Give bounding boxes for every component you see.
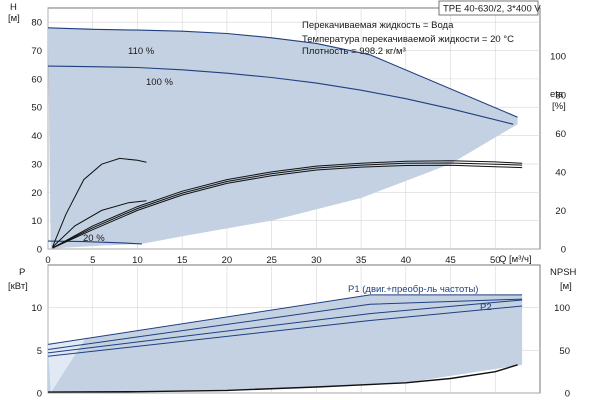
info-line-density: Плотность = 998.2 кг/м³ [302,46,406,57]
label-p1: P1 (двиг.+преобр-ль частоты) [348,284,478,295]
p-axis-title-letter: P [19,267,25,278]
head-curve-1 [47,27,518,118]
y-axis-title-h-unit: [м] [8,13,20,24]
power-curve-2 [47,298,523,350]
y2-tick-label: 20 [555,206,566,217]
label-110-percent: 110 % [128,46,155,57]
x-tick-label: 5 [90,255,95,266]
axis-tick-labels: 0 5 10 15 20 25 30 35 40 45 5001020304050607080020… [31,18,570,400]
power-curve-4 [47,305,523,357]
head-curve-2 [47,65,514,125]
npsh-tick-label: 100 [554,303,570,314]
efficiency-curve-4 [52,162,523,249]
x-tick-label: 15 [177,255,188,266]
p-tick-label: 0 [37,389,42,400]
y2-tick-label: 100 [550,52,566,63]
x-tick-label: 50 [490,255,501,266]
efficiency-curve-2 [52,200,147,248]
x-tick-label: 35 [356,255,367,266]
y-tick-label: 30 [31,159,42,170]
p-tick-label: 5 [37,346,42,357]
y-tick-label: 50 [31,103,42,114]
label-20-percent: 20 % [83,233,105,244]
info-line-fluid: Перекачиваемая жидкость = Вода [302,20,454,31]
y2-tick-label: 60 [555,129,566,140]
power-envelope-fill [48,294,523,393]
efficiency-curve-3 [52,160,523,249]
envelope-fill [48,27,518,249]
chart-title: TPE 40-630/2, 3*400 V [443,4,541,15]
power-curves [47,294,523,393]
p-axis-title-unit: [кВт] [8,281,28,292]
y-axis-title-h-letter: H [10,2,17,13]
y2-axis-title-eta-unit: [%] [552,101,566,112]
y-tick-label: 20 [31,188,42,199]
info-line-temperature: Температура перекачиваемой жидкости = 20… [302,34,514,45]
x-tick-label: 40 [401,255,412,266]
label-100-percent: 100 % [146,77,173,88]
y-tick-label: 60 [31,74,42,85]
x-tick-label: 0 [45,255,50,266]
x-tick-label: 20 [222,255,233,266]
x-tick-label: 25 [266,255,277,266]
npsh-axis-title-letter: NPSH [550,267,577,278]
header-box [438,0,539,16]
power-curve-3 [47,299,523,354]
y2-tick-label: 40 [555,167,566,178]
top-operating-envelope [48,27,518,249]
x-tick-label: 10 [132,255,143,266]
y-tick-label: 70 [31,46,42,57]
npsh-curve [47,364,518,393]
y-tick-label: 80 [31,18,42,29]
y2-tick-label: 0 [561,245,566,256]
y2-tick-label: 80 [555,90,566,101]
npsh-axis-title-unit: [м] [560,281,572,292]
y-tick-label: 10 [31,216,42,227]
x-tick-label: 45 [445,255,456,266]
efficiency-curve-1 [52,157,147,248]
npsh-tick-label: 50 [559,346,570,357]
head-curves [47,27,523,249]
y2-axis-title-eta-letter: eta [550,89,564,100]
npsh-tick-label: 0 [565,389,570,400]
p-tick-label: 10 [31,303,42,314]
label-p2: P2 [480,302,492,313]
x-axis-title: Q [м³/ч] [499,254,532,265]
y-tick-label: 40 [31,131,42,142]
power-curve-1 [47,294,523,345]
x-tick-label: 30 [311,255,322,266]
efficiency-curve-5 [52,164,523,249]
y-tick-label: 0 [37,245,42,256]
